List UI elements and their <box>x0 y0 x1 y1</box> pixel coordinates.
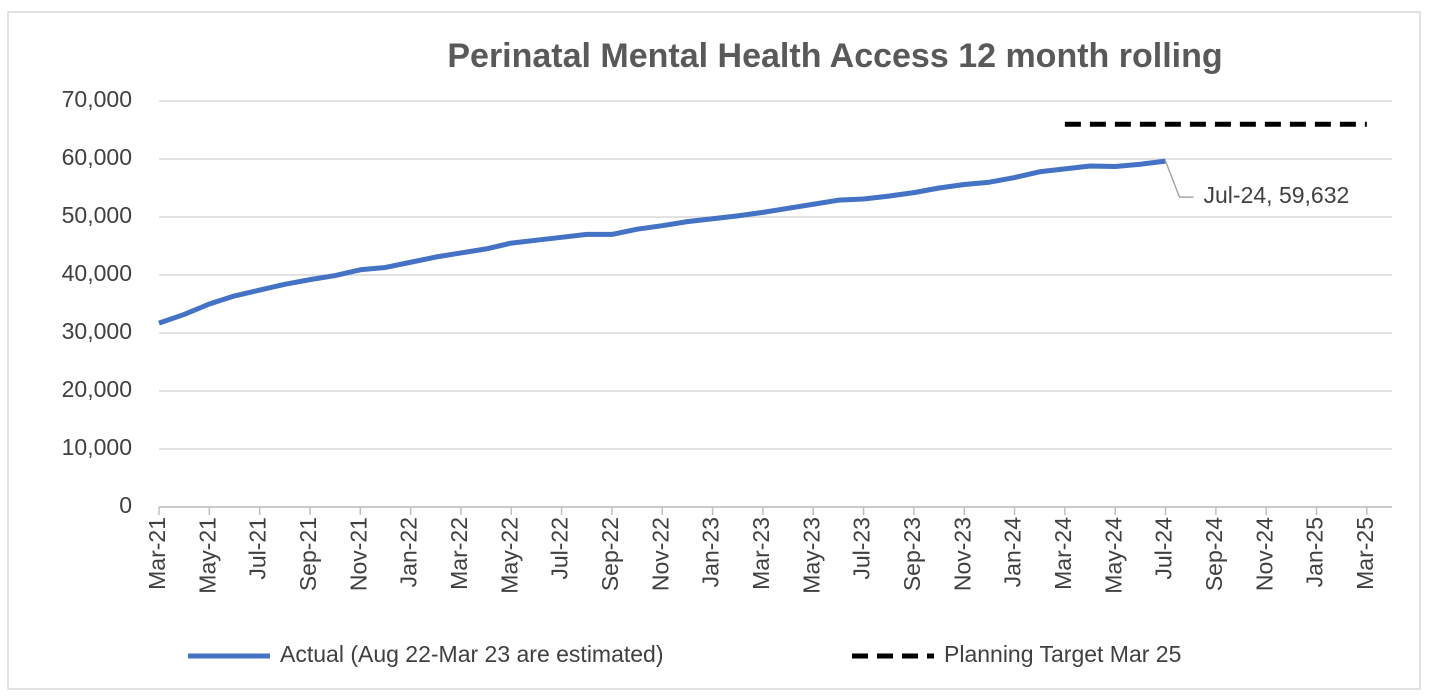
x-tick-label: Mar-25 <box>1352 517 1378 590</box>
x-tick-label: Sep-21 <box>295 517 321 591</box>
x-tick-label: Mar-23 <box>748 517 774 590</box>
x-tick-label: May-24 <box>1100 517 1126 594</box>
chart-title: Perinatal Mental Health Access 12 month … <box>447 37 1222 75</box>
legend-label: Actual (Aug 22-Mar 23 are estimated) <box>280 641 664 667</box>
x-tick-label: Jan-25 <box>1302 517 1328 587</box>
y-tick-label: 30,000 <box>62 318 132 344</box>
x-tick-label: Jan-23 <box>698 517 724 587</box>
x-tick-label: Nov-23 <box>949 517 975 591</box>
x-tick-label: Jul-23 <box>849 517 875 580</box>
x-tick-label: Mar-22 <box>446 517 472 590</box>
x-tick-label: Sep-24 <box>1201 517 1227 591</box>
x-tick-label: Jul-22 <box>547 517 573 580</box>
y-tick-label: 60,000 <box>62 144 132 170</box>
y-tick-label: 0 <box>119 492 132 518</box>
y-tick-label: 40,000 <box>62 260 132 286</box>
y-tick-label: 20,000 <box>62 376 132 402</box>
x-tick-label: Mar-21 <box>144 517 170 590</box>
x-tick-label: Nov-24 <box>1251 517 1277 591</box>
x-tick-label: Nov-22 <box>647 517 673 591</box>
x-tick-label: May-23 <box>798 517 824 594</box>
annotation: Jul-24, 59,632 <box>1204 182 1350 208</box>
x-tick-label: Sep-23 <box>899 517 925 591</box>
y-tick-label: 50,000 <box>62 202 132 228</box>
x-tick-label: Nov-21 <box>345 517 371 591</box>
annotation-leader <box>1164 160 1194 198</box>
legend-label: Planning Target Mar 25 <box>944 641 1181 667</box>
x-tick-label: May-22 <box>496 517 522 594</box>
x-tick-label: Jul-21 <box>245 517 271 580</box>
x-tick-label: Jul-24 <box>1151 517 1177 580</box>
chart-border <box>7 11 1421 690</box>
y-tick-label: 70,000 <box>62 86 132 112</box>
x-tick-label: May-21 <box>194 517 220 594</box>
x-tick-label: Mar-24 <box>1050 517 1076 590</box>
x-tick-label: Sep-22 <box>597 517 623 591</box>
series-line <box>158 158 1166 326</box>
y-tick-label: 10,000 <box>62 434 132 460</box>
x-tick-label: Jan-24 <box>1000 517 1026 588</box>
x-tick-label: Jan-22 <box>396 517 422 587</box>
